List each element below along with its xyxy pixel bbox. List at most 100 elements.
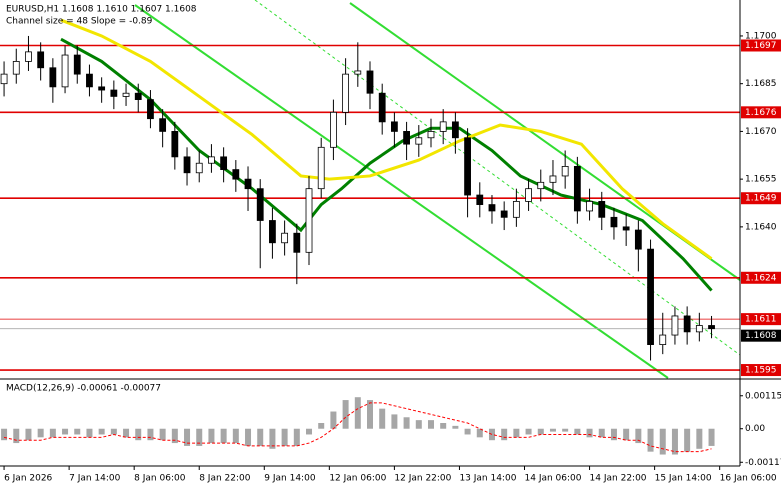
x-tick-label: 12 Jan 22:00 xyxy=(394,474,451,484)
candle-body xyxy=(293,232,301,253)
candle-body xyxy=(439,121,447,132)
candle-body xyxy=(220,156,228,170)
macd-bar xyxy=(696,428,703,449)
candle-body xyxy=(49,67,57,88)
macd-bar xyxy=(598,428,605,438)
macd-bar xyxy=(391,414,398,429)
candle-body xyxy=(61,54,69,88)
candle-body xyxy=(86,73,93,88)
macd-bar xyxy=(318,423,325,429)
y-tick-label: 1.1700 xyxy=(745,31,777,41)
macd-bar xyxy=(49,428,56,438)
candle-body xyxy=(12,61,20,75)
candle-body xyxy=(549,175,557,183)
candle-body xyxy=(73,54,81,75)
macd-bar xyxy=(220,428,227,444)
candle-body xyxy=(354,70,362,75)
candle-body xyxy=(403,131,410,145)
macd-bar xyxy=(37,428,44,438)
candle-body xyxy=(573,166,581,212)
macd-bar xyxy=(25,428,32,441)
candle-body xyxy=(512,201,520,218)
y-tick-label: 0.00115 xyxy=(745,391,781,401)
macd-bar xyxy=(13,428,20,444)
macd-bar xyxy=(610,428,617,441)
candle-body xyxy=(695,325,703,333)
macd-bar xyxy=(1,428,8,441)
candle-body xyxy=(256,188,264,221)
candle-body xyxy=(171,131,179,158)
macd-bar xyxy=(281,428,288,446)
macd-bar xyxy=(671,428,678,455)
level-label-box xyxy=(741,39,781,52)
candle-body xyxy=(147,99,154,120)
candle-body xyxy=(683,315,691,333)
macd-bar xyxy=(159,428,166,441)
macd-bar xyxy=(635,428,642,444)
level-label-box xyxy=(741,106,781,119)
macd-bar xyxy=(184,428,191,446)
candle-body xyxy=(390,121,398,132)
macd-bar xyxy=(549,428,556,432)
candle-body xyxy=(110,89,118,97)
x-tick-label: 9 Jan 14:00 xyxy=(264,474,316,484)
candle-body xyxy=(476,194,484,205)
candle-body xyxy=(317,146,325,190)
x-tick-label: 7 Jan 14:00 xyxy=(69,474,121,484)
x-tick-label: 12 Jan 06:00 xyxy=(329,474,386,484)
macd-title: MACD(12,26,9) -0.00061 -0.00077 xyxy=(6,384,161,394)
macd-bar xyxy=(684,428,691,452)
y-tick-label: 1.1685 xyxy=(745,79,777,89)
macd-bar xyxy=(562,428,569,432)
macd-bar xyxy=(403,417,410,429)
y-tick-label: -0.00117 xyxy=(745,458,781,468)
macd-bar xyxy=(232,428,239,444)
macd-bar xyxy=(98,428,105,435)
candle-body xyxy=(671,315,679,336)
candle-body xyxy=(586,201,593,212)
candle-body xyxy=(500,210,508,218)
candle-body xyxy=(281,232,289,244)
candle-body xyxy=(647,248,654,345)
macd-bar xyxy=(135,428,142,441)
price-panel xyxy=(0,18,743,371)
x-tick-label: 8 Jan 06:00 xyxy=(134,474,186,484)
x-tick-label: 15 Jan 14:00 xyxy=(655,474,712,484)
candle-body xyxy=(122,92,130,97)
macd-bar xyxy=(196,428,203,446)
macd-bar xyxy=(123,428,130,438)
candle-body xyxy=(415,137,423,145)
candle-body xyxy=(159,118,167,132)
candle-body xyxy=(342,73,350,113)
macd-bar xyxy=(354,397,361,429)
chart-subtitle: Channel size = 48 Slope = -0.89 xyxy=(6,17,153,27)
macd-signal xyxy=(3,402,712,453)
x-tick-label: 6 Jan 2026 xyxy=(4,474,52,484)
level-label-box xyxy=(741,271,781,284)
candle-body xyxy=(708,325,715,330)
candle-body xyxy=(659,334,667,345)
x-tick-label: 13 Jan 14:00 xyxy=(459,474,516,484)
channel-middle xyxy=(254,0,741,356)
macd-bar xyxy=(74,428,81,435)
level-label: 1.1697 xyxy=(745,41,777,51)
macd-bar xyxy=(269,428,276,449)
level-label: 1.1595 xyxy=(745,366,777,376)
candle-body xyxy=(598,201,606,218)
candle-body xyxy=(183,156,191,174)
y-tick-label: 1.1640 xyxy=(745,222,777,232)
candle-body xyxy=(37,51,45,69)
macd-bar xyxy=(293,428,300,446)
candle-body xyxy=(622,226,630,231)
candle-body xyxy=(451,121,459,139)
macd-bar xyxy=(62,428,69,435)
moving-average xyxy=(60,18,713,260)
macd-bar xyxy=(586,428,593,438)
macd-bar xyxy=(574,428,581,435)
x-tick-label: 14 Jan 22:00 xyxy=(590,474,647,484)
candle-body xyxy=(366,70,374,94)
x-tick-label: 14 Jan 06:00 xyxy=(525,474,582,484)
candle-body xyxy=(208,156,215,164)
channel-lower xyxy=(134,4,669,379)
